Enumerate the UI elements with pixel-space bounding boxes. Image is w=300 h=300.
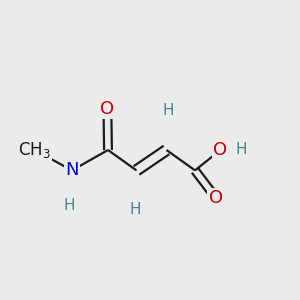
Text: O: O (213, 141, 228, 159)
Text: O: O (209, 189, 223, 207)
Text: CH$_3$: CH$_3$ (18, 140, 51, 160)
Text: H: H (129, 202, 141, 217)
Text: H: H (162, 103, 174, 118)
Text: H: H (64, 198, 75, 213)
Text: H: H (235, 142, 247, 158)
Text: O: O (100, 100, 115, 118)
Text: N: N (65, 161, 79, 179)
